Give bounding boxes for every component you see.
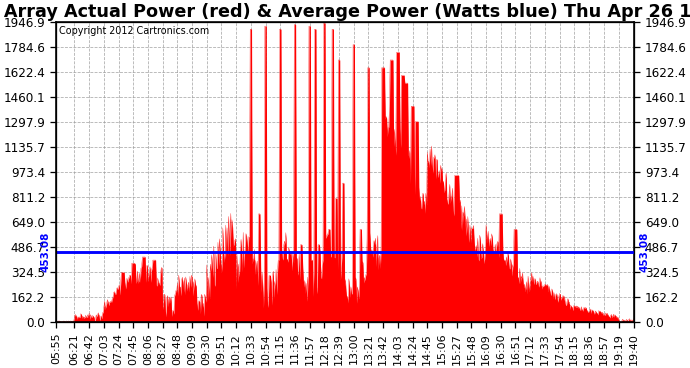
Title: East Array Actual Power (red) & Average Power (Watts blue) Thu Apr 26 19:50: East Array Actual Power (red) & Average …: [0, 3, 690, 21]
Text: 453.08: 453.08: [640, 232, 649, 272]
Text: 453.08: 453.08: [41, 232, 50, 272]
Text: Copyright 2012 Cartronics.com: Copyright 2012 Cartronics.com: [59, 26, 209, 36]
